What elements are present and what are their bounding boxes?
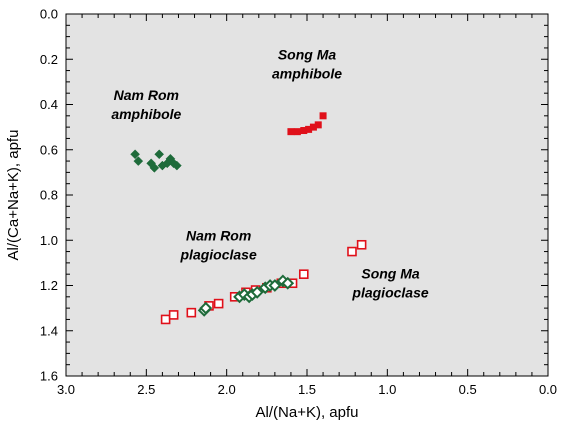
- x-tick-label: 0.5: [459, 382, 477, 397]
- point-open-diamond: [268, 279, 282, 292]
- annotation-line: plagioclase: [351, 285, 428, 301]
- point-open-square: [298, 269, 309, 279]
- point-open-square: [356, 239, 367, 250]
- point-filled-diamond: [133, 156, 144, 166]
- axis-ticks: [65, 13, 549, 377]
- point-open-square: [186, 307, 197, 318]
- point-filled-diamond: [172, 160, 182, 171]
- y-tick-label: 0.4: [40, 97, 58, 112]
- annotation-line: Song Ma: [278, 46, 337, 62]
- x-axis-title: Al/(Na+K), apfu: [256, 404, 359, 421]
- x-tick-label: 3.0: [57, 382, 75, 397]
- annotations: Nam Rom amphibole Song Ma amphibole Nam Rom p…: [111, 46, 429, 300]
- plot-area: [65, 13, 549, 377]
- y-tick-label: 1.2: [40, 278, 58, 293]
- y-tick-label: 0.0: [40, 7, 58, 22]
- annotation: Nam Rom plagioclase: [180, 227, 257, 262]
- x-tick-label: 2.5: [137, 382, 155, 397]
- x-tick-label: 0.0: [539, 382, 557, 397]
- point-filled-square: [305, 125, 313, 133]
- x-tick-label: 1.5: [298, 382, 316, 397]
- point-filled-diamond: [130, 149, 140, 160]
- annotation-line: amphibole: [111, 106, 181, 122]
- point-open-diamond: [281, 276, 295, 290]
- point-open-square: [160, 314, 171, 325]
- point-open-diamond: [250, 285, 264, 299]
- point-open-square: [347, 246, 357, 257]
- data-points: [130, 112, 367, 325]
- point-open-diamond: [199, 301, 213, 315]
- point-filled-diamond: [154, 149, 165, 160]
- point-filled-diamond: [149, 162, 160, 173]
- point-filled-square: [300, 127, 308, 135]
- y-tick-label: 1.6: [40, 369, 58, 384]
- point-open-square: [168, 310, 179, 320]
- annotation: Song Ma plagioclase: [351, 266, 428, 301]
- annotation: Song Ma amphibole: [272, 46, 342, 81]
- point-filled-square: [287, 128, 295, 136]
- point-filled-square: [319, 112, 327, 120]
- x-tick-label: 2.0: [218, 382, 236, 397]
- y-tick-label: 1.4: [40, 323, 58, 338]
- tick-labels: 3.0 2.5 2.0 1.5 1.0 0.5 0.0 0.0 0.2 0.4 0.6 0.8 1.0 1…: [40, 7, 557, 398]
- y-tick-label: 0.6: [40, 142, 58, 157]
- annotation: Nam Rom amphibole: [111, 87, 181, 122]
- y-tick-label: 0.8: [40, 188, 58, 203]
- x-tick-label: 1.0: [378, 382, 396, 397]
- point-filled-square: [309, 123, 317, 131]
- annotation-line: amphibole: [272, 65, 342, 81]
- annotation-line: plagioclase: [180, 246, 257, 262]
- point-open-square: [213, 298, 224, 309]
- y-tick-label: 1.0: [40, 233, 58, 248]
- point-filled-square: [314, 121, 322, 129]
- y-tick-label: 0.2: [40, 52, 58, 67]
- point-filled-square: [293, 128, 301, 136]
- annotation-line: Song Ma: [361, 266, 420, 282]
- annotation-line: Nam Rom: [114, 87, 179, 103]
- annotation-line: Nam Rom: [186, 227, 251, 243]
- y-axis-title: Al/(Ca+Na+K), apfu: [5, 130, 22, 261]
